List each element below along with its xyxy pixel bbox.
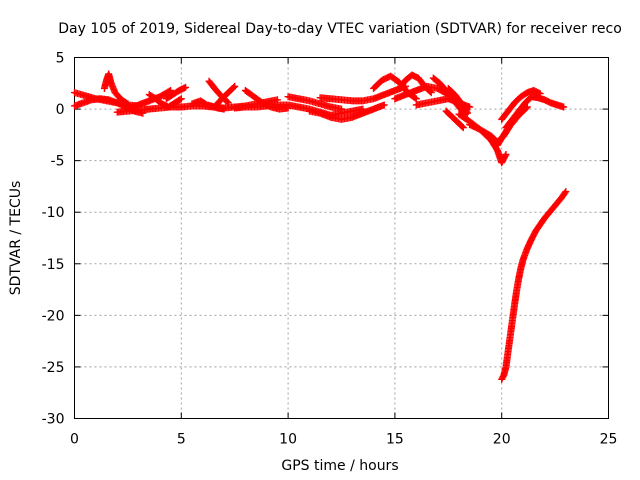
series-track-f	[145, 91, 185, 111]
chart-title: Day 105 of 2019, Sidereal Day-to-day VTE…	[58, 21, 622, 37]
data-point	[231, 82, 239, 90]
series-track-j	[211, 82, 239, 110]
y-tick-label: -20	[42, 308, 65, 324]
y-tick-label: 5	[56, 51, 65, 67]
data-point	[176, 96, 184, 104]
x-tick-label: 5	[177, 432, 186, 448]
x-tick-labels: 0 5 10 15 20 25	[70, 432, 617, 448]
series-track-g	[162, 83, 190, 103]
x-axis-title: GPS time / hours	[281, 458, 398, 474]
data-point	[466, 103, 474, 111]
series-track-ac	[498, 188, 570, 383]
series-track-ab	[498, 87, 544, 123]
data-point	[411, 94, 419, 102]
plot-frame	[74, 57, 609, 419]
data-point	[459, 124, 467, 132]
series-track-n	[284, 93, 345, 113]
y-axis-title: SDTVAR / TECUs	[8, 181, 24, 296]
x-tick-label: 20	[493, 432, 511, 448]
series-track-w	[442, 107, 467, 132]
y-tick-label: -30	[42, 412, 65, 428]
data-point	[230, 83, 238, 91]
data-point	[464, 109, 472, 117]
y-tick-label: 0	[56, 102, 65, 118]
series-track-c	[100, 70, 132, 108]
x-tick-label: 0	[70, 432, 79, 448]
series-track-v	[444, 84, 472, 117]
data-point	[380, 101, 388, 109]
y-tick-label: -10	[42, 205, 65, 221]
data-points	[71, 70, 570, 383]
data-point	[123, 99, 131, 107]
data-point	[458, 123, 466, 131]
x-tick-label: 10	[279, 432, 297, 448]
y-tick-label: -15	[42, 257, 65, 273]
data-point	[501, 152, 509, 160]
data-point	[518, 105, 526, 113]
axis-ticks	[74, 57, 609, 419]
data-point	[562, 188, 570, 196]
data-point	[412, 95, 420, 103]
data-point	[182, 83, 190, 91]
y-tick-label: -5	[51, 154, 65, 170]
y-tick-label: -25	[42, 360, 65, 376]
data-point	[463, 108, 471, 116]
data-point	[338, 105, 345, 113]
series-track-aa	[493, 104, 527, 149]
data-point	[177, 95, 185, 103]
data-point	[561, 189, 569, 197]
x-tick-label: 25	[600, 432, 618, 448]
data-point	[502, 150, 510, 158]
data-point	[536, 90, 544, 98]
y-tick-labels: 5 0 -5 -10 -15 -20 -25 -30	[42, 51, 65, 428]
data-point	[223, 98, 231, 106]
series-track-o	[305, 101, 388, 123]
x-tick-label: 15	[386, 432, 404, 448]
data-point	[560, 103, 568, 111]
data-point	[519, 104, 527, 112]
